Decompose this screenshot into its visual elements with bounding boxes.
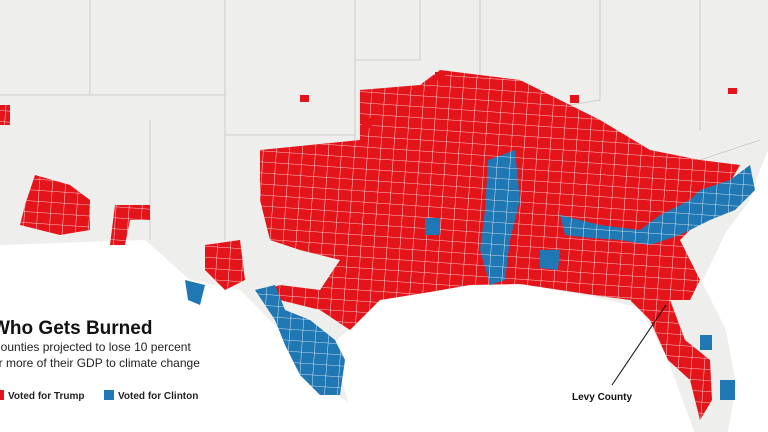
atlantic (702, 150, 768, 432)
annotation: Levy County (572, 392, 632, 403)
subtitle: or more of their GDP to climate change (0, 356, 200, 370)
blue-counties (185, 150, 755, 400)
legend-label: Voted for Trump (8, 391, 84, 402)
annotation-line (611, 304, 667, 386)
red-counties (0, 70, 740, 420)
legend-label: Voted for Clinton (118, 391, 198, 402)
legend-swatch (104, 390, 114, 400)
mexico (0, 240, 348, 432)
title: Who Gets Burned (0, 318, 152, 339)
subtitle: Counties projected to lose 10 percent (0, 340, 191, 354)
legend: Voted for Trump Voted for Clinton (0, 390, 198, 402)
gulf (332, 284, 694, 432)
legend-swatch (0, 390, 4, 400)
